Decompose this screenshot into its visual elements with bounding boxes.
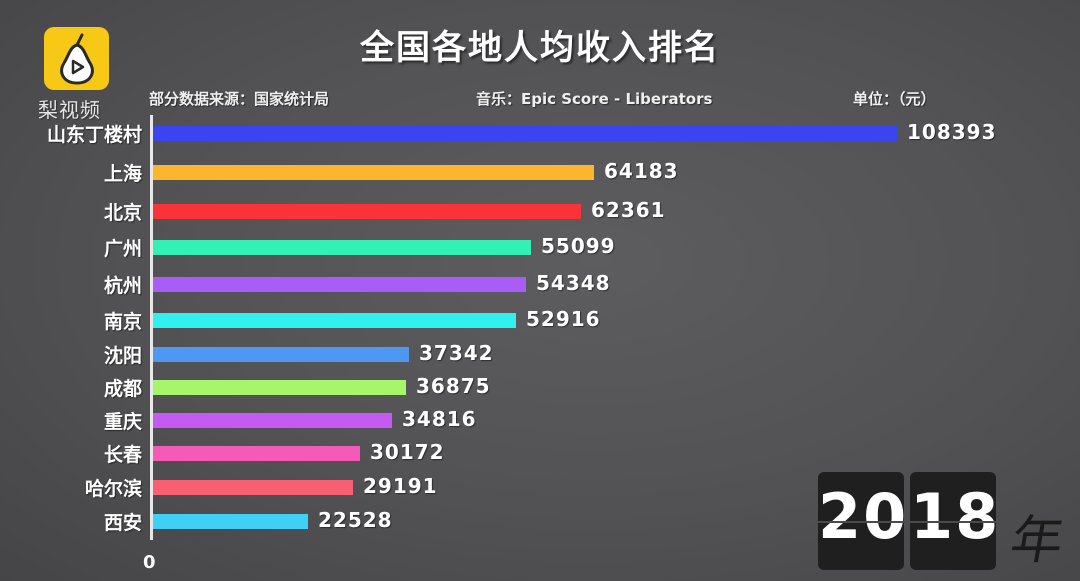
bar-row: 重庆 34816 (0, 405, 1080, 435)
year-digits-right: 18 (910, 480, 1001, 553)
bar-value: 22528 (318, 508, 393, 532)
bar-label: 上海 (103, 163, 142, 185)
data-source: 部分数据来源：国家统计局 (149, 90, 330, 108)
year-flip-right: 18 (910, 472, 1001, 570)
bar-label: 山东丁楼村 (46, 124, 142, 146)
brand-logo (44, 27, 109, 90)
bar (153, 277, 526, 292)
music-credit: 音乐：Epic Score - Liberators (476, 90, 713, 108)
flip-divider (910, 521, 996, 523)
bar-label: 杭州 (103, 275, 142, 297)
unit-label: 单位：（元） (853, 90, 936, 108)
bar (153, 165, 594, 180)
bar (153, 204, 581, 219)
bar-row: 山东丁楼村 108393 (0, 118, 1080, 148)
bar-row: 南京 52916 (0, 305, 1080, 335)
brand-name: 梨视频 (38, 98, 101, 122)
bar (153, 313, 516, 328)
bar-row: 西安 22528 (0, 506, 1080, 536)
bar (153, 240, 531, 255)
chart-title: 全国各地人均收入排名 (360, 28, 720, 68)
bar-value: 55099 (541, 234, 616, 258)
bar-value: 62361 (591, 198, 666, 222)
bar-row: 广州 55099 (0, 232, 1080, 262)
bar-value: 54348 (536, 271, 611, 295)
bar-label: 西安 (103, 512, 142, 534)
bar-label: 哈尔滨 (84, 478, 142, 500)
bar-row: 长春 30172 (0, 438, 1080, 468)
bar-value: 30172 (370, 440, 445, 464)
bar-row: 沈阳 37342 (0, 339, 1080, 369)
bar-label: 长春 (103, 444, 142, 466)
bar-value: 64183 (604, 159, 679, 183)
y-axis-line (150, 115, 153, 540)
bar-value: 52916 (526, 307, 601, 331)
bar-value: 36875 (416, 374, 491, 398)
bar-label: 重庆 (103, 411, 142, 433)
bar (153, 514, 308, 529)
bar-value: 108393 (907, 120, 997, 144)
bar (153, 380, 406, 395)
year-flip-left: 20 (818, 472, 909, 570)
bar-label: 广州 (103, 238, 142, 260)
bar-row: 北京 62361 (0, 196, 1080, 226)
bar-row: 上海 64183 (0, 157, 1080, 187)
bar-value: 29191 (363, 474, 438, 498)
bar-label: 沈阳 (103, 345, 142, 367)
bar-label: 北京 (103, 202, 142, 224)
bar-value: 37342 (419, 341, 494, 365)
pear-play-icon (60, 33, 94, 85)
bar (153, 480, 353, 495)
bar-row: 杭州 54348 (0, 269, 1080, 299)
bar (153, 347, 409, 362)
bar-row: 成都 36875 (0, 372, 1080, 402)
bar (153, 446, 360, 461)
bar-row: 哈尔滨 29191 (0, 472, 1080, 502)
bar (153, 413, 392, 428)
flip-divider (818, 521, 904, 523)
bar (153, 126, 897, 141)
bar-label: 南京 (103, 311, 142, 333)
year-digits-left: 20 (818, 480, 909, 553)
bar-label: 成都 (103, 378, 142, 400)
x-axis-zero-label: 0 (143, 552, 156, 573)
bar-value: 34816 (402, 407, 477, 431)
